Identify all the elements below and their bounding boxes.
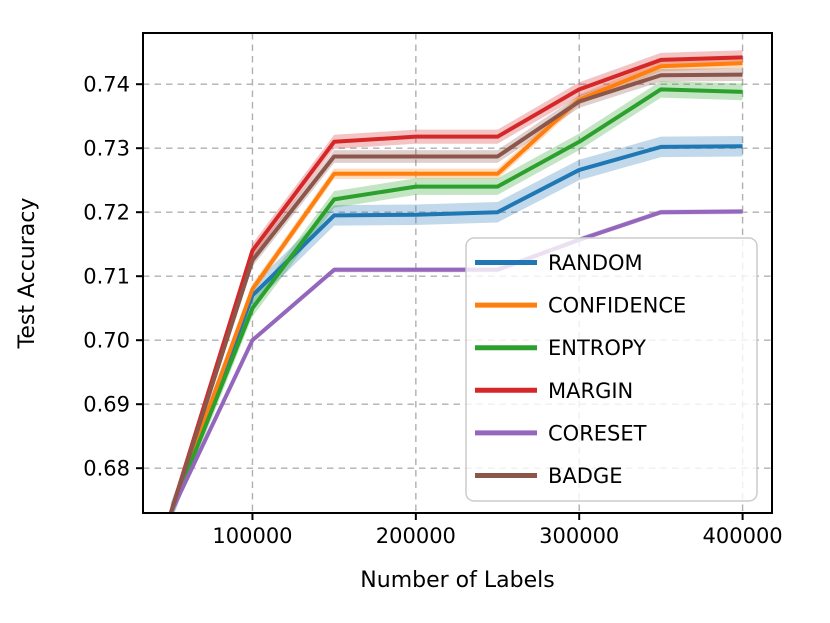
x-tick-label-300000: 300000 bbox=[539, 524, 619, 548]
legend-item-confidence: CONFIDENCE bbox=[475, 294, 686, 318]
plot-area bbox=[168, 50, 743, 513]
series-line-coreset bbox=[168, 209, 743, 513]
legend-label-badge: BADGE bbox=[548, 464, 622, 488]
y-tick-label-0.73: 0.73 bbox=[83, 137, 130, 161]
series-band-random bbox=[170, 136, 743, 513]
legend-item-margin: MARGIN bbox=[475, 379, 633, 403]
legend-item-coreset: CORESET bbox=[475, 421, 647, 445]
legend-label-margin: MARGIN bbox=[548, 379, 633, 403]
x-axis-label: Number of Labels bbox=[360, 568, 555, 593]
x-tick-label-400000: 400000 bbox=[703, 524, 783, 548]
legend-label-random: RANDOM bbox=[548, 251, 643, 275]
y-axis-label: Test Accuracy bbox=[15, 197, 40, 349]
legend-label-confidence: CONFIDENCE bbox=[548, 294, 686, 318]
series-line-random bbox=[168, 144, 743, 513]
y-tick-label-0.69: 0.69 bbox=[83, 393, 130, 417]
legend-item-badge: BADGE bbox=[475, 464, 622, 488]
legend: RANDOM CONFIDENCE ENTROPY MARGIN CORESET BADG… bbox=[465, 237, 758, 502]
series-line-confidence bbox=[168, 61, 743, 513]
y-tick-label-0.74: 0.74 bbox=[83, 73, 130, 97]
plot-border bbox=[142, 32, 773, 514]
y-tick-label-0.68: 0.68 bbox=[83, 457, 130, 481]
legend-item-entropy: ENTROPY bbox=[475, 336, 646, 360]
x-tick-label-200000: 200000 bbox=[376, 524, 456, 548]
y-tick-label-0.70: 0.70 bbox=[83, 329, 130, 353]
legend-label-coreset: CORESET bbox=[548, 421, 647, 445]
legend-label-entropy: ENTROPY bbox=[548, 336, 646, 360]
legend-item-random: RANDOM bbox=[475, 251, 643, 275]
legend-box bbox=[465, 237, 758, 502]
series-line-entropy bbox=[168, 87, 743, 513]
series-line-margin bbox=[168, 55, 743, 513]
y-tick-label-0.72: 0.72 bbox=[83, 201, 130, 225]
series-line-badge bbox=[168, 72, 743, 513]
y-tick-label-0.71: 0.71 bbox=[83, 265, 130, 289]
x-tick-label-100000: 100000 bbox=[212, 524, 292, 548]
